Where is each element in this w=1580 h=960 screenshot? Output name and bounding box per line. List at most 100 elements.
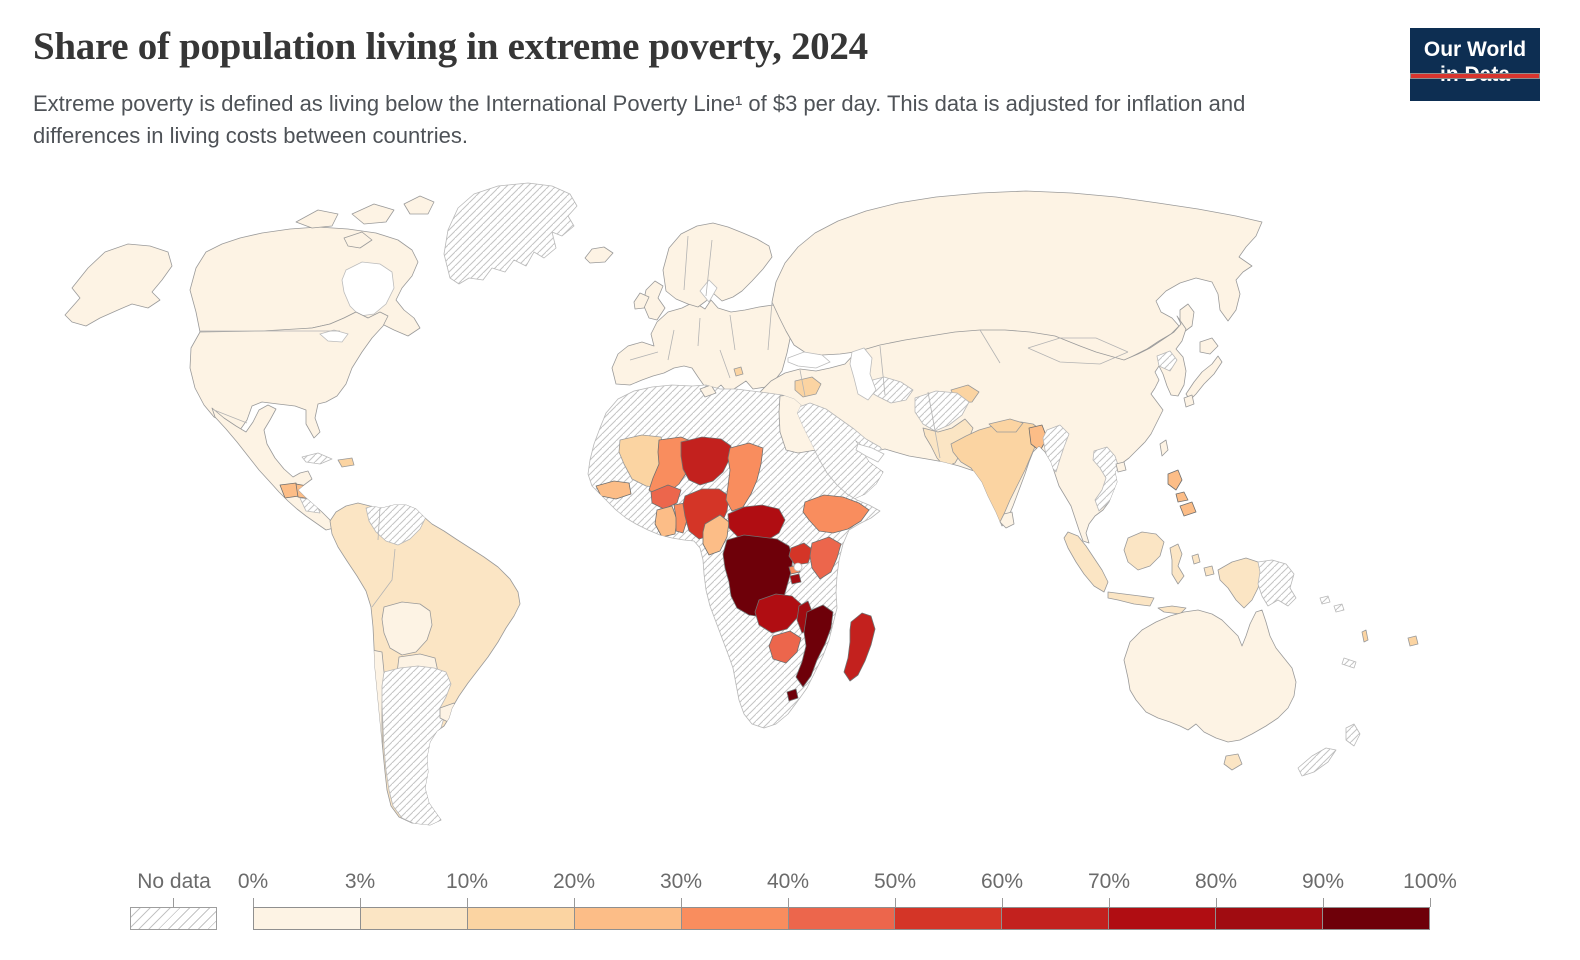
country-ghana[interactable]: [654, 505, 678, 538]
country-afghanistan[interactable]: [914, 390, 970, 432]
legend-tick-label-3%: 3%: [344, 870, 376, 893]
country-indonesia-borneo[interactable]: [1123, 531, 1165, 571]
country-canada-arctic-1[interactable]: [295, 209, 339, 229]
country-new-zealand-south[interactable]: [1297, 747, 1337, 777]
country-philippines-mindanao[interactable]: [1179, 501, 1197, 517]
owid-logo[interactable]: Our World in Data: [1410, 28, 1540, 101]
country-japan-kyushu[interactable]: [1183, 394, 1195, 408]
country-argentina[interactable]: [381, 665, 452, 826]
legend-no-data-tick: [173, 898, 174, 907]
country-vietnam[interactable]: [1092, 446, 1122, 512]
country-madagascar[interactable]: [843, 612, 876, 682]
country-solomon-islands[interactable]: [1319, 595, 1345, 613]
country-indonesia-java[interactable]: [1107, 591, 1155, 607]
country-burkina-faso[interactable]: [650, 484, 682, 510]
country-chad[interactable]: [725, 442, 764, 512]
country-canada-arctic-2[interactable]: [351, 203, 395, 225]
legend-bin-30-40%[interactable]: [681, 908, 789, 929]
legend-tick-label-30%: 30%: [659, 870, 703, 893]
legend-tick-label-10%: 10%: [445, 870, 489, 893]
country-philippines-visayas[interactable]: [1175, 491, 1189, 503]
country-vanuatu[interactable]: [1361, 629, 1369, 643]
legend-scale: 0% 3% 10% 20% 30% 40% 50% 60% 70% 80% 90% 100%: [238, 862, 1457, 932]
country-nepal[interactable]: [988, 418, 1024, 433]
persian-gulf: [855, 443, 885, 463]
country-mozambique[interactable]: [795, 604, 834, 688]
country-hispaniola[interactable]: [337, 457, 355, 468]
country-indonesia-papua[interactable]: [1217, 557, 1263, 609]
country-zimbabwe[interactable]: [768, 630, 802, 664]
country-hainan[interactable]: [1115, 461, 1127, 473]
country-bangladesh[interactable]: [1028, 424, 1048, 452]
region-scandinavia[interactable]: [662, 222, 773, 308]
country-syria[interactable]: [794, 376, 822, 398]
world-map: [0, 150, 1580, 850]
legend-tick-label-20%: 20%: [552, 870, 596, 893]
country-venezuela[interactable]: [365, 502, 427, 546]
country-indonesia-moluccas[interactable]: [1191, 553, 1215, 577]
country-new-zealand-north[interactable]: [1345, 723, 1361, 747]
country-papua-new-guinea[interactable]: [1257, 559, 1297, 607]
country-canada-arctic-4[interactable]: [343, 231, 373, 249]
country-cuba[interactable]: [301, 452, 333, 465]
country-kosovo[interactable]: [733, 366, 744, 377]
country-tasmania[interactable]: [1223, 753, 1243, 771]
country-tunisia[interactable]: [699, 385, 717, 398]
legend-tick-label-100%: 100%: [1403, 870, 1457, 893]
legend-color-bar: [253, 907, 1430, 930]
legend-bin-80-90%[interactable]: [1216, 908, 1324, 929]
legend-no-data-swatch[interactable]: [130, 907, 217, 930]
legend-tick-label-70%: 70%: [1087, 870, 1131, 893]
legend-bin-20-30%[interactable]: [574, 908, 682, 929]
country-greenland[interactable]: [443, 182, 578, 285]
country-sri-lanka[interactable]: [999, 511, 1015, 529]
country-burundi[interactable]: [789, 573, 802, 585]
country-kenya[interactable]: [809, 536, 842, 580]
country-canada-arctic-3[interactable]: [403, 195, 435, 215]
baltic-sea: [699, 279, 718, 303]
legend-tick-labels: 0% 3% 10% 20% 30% 40% 50% 60% 70% 80% 90% 100%: [238, 870, 1457, 896]
country-bolivia[interactable]: [381, 601, 433, 656]
inner-borders: [200, 235, 1129, 608]
legend-no-data-label: No data: [137, 870, 211, 893]
legend-bin-0-3%[interactable]: [254, 908, 361, 929]
region-europe[interactable]: [611, 299, 795, 394]
legend-tick-label-90%: 90%: [1301, 870, 1345, 893]
country-alaska[interactable]: [64, 243, 173, 327]
legend-bin-10-20%[interactable]: [467, 908, 575, 929]
country-cameroon[interactable]: [702, 514, 730, 556]
country-taiwan[interactable]: [1159, 439, 1169, 457]
country-central-african-republic[interactable]: [727, 504, 786, 544]
legend-bin-40-50%[interactable]: [788, 908, 896, 929]
country-iceland[interactable]: [584, 246, 614, 264]
country-japan-hokkaido[interactable]: [1199, 337, 1219, 355]
legend-tick-label-80%: 80%: [1194, 870, 1238, 893]
country-honduras[interactable]: [295, 483, 314, 500]
country-indonesia-sumatra[interactable]: [1063, 531, 1109, 593]
country-ethiopia[interactable]: [802, 494, 870, 534]
country-niger[interactable]: [680, 436, 732, 486]
country-new-caledonia[interactable]: [1341, 657, 1357, 669]
legend-bin-50-60%[interactable]: [895, 908, 1003, 929]
legend-bin-60-70%[interactable]: [1002, 908, 1110, 929]
country-indonesia-lesser-sunda[interactable]: [1157, 605, 1187, 615]
legend-bin-90-100%[interactable]: [1323, 908, 1429, 929]
country-australia[interactable]: [1123, 609, 1297, 743]
legend-tick-label-40%: 40%: [766, 870, 810, 893]
country-philippines-luzon[interactable]: [1167, 469, 1183, 491]
country-uganda[interactable]: [788, 542, 814, 566]
country-fiji[interactable]: [1407, 635, 1419, 647]
legend-bin-70-80%[interactable]: [1109, 908, 1217, 929]
page-title: Share of population living in extreme po…: [33, 25, 868, 68]
country-japan-honshu[interactable]: [1185, 355, 1223, 401]
country-zambia[interactable]: [754, 593, 802, 634]
legend-bin-3-10%[interactable]: [360, 908, 468, 929]
legend-tick-label-50%: 50%: [873, 870, 917, 893]
country-indonesia-sulawesi[interactable]: [1169, 543, 1185, 585]
legend-tick-marks: [252, 898, 1431, 907]
country-india[interactable]: [950, 421, 1042, 525]
country-north-korea[interactable]: [1156, 350, 1178, 372]
country-lesotho[interactable]: [786, 688, 799, 702]
country-ireland[interactable]: [633, 292, 650, 310]
